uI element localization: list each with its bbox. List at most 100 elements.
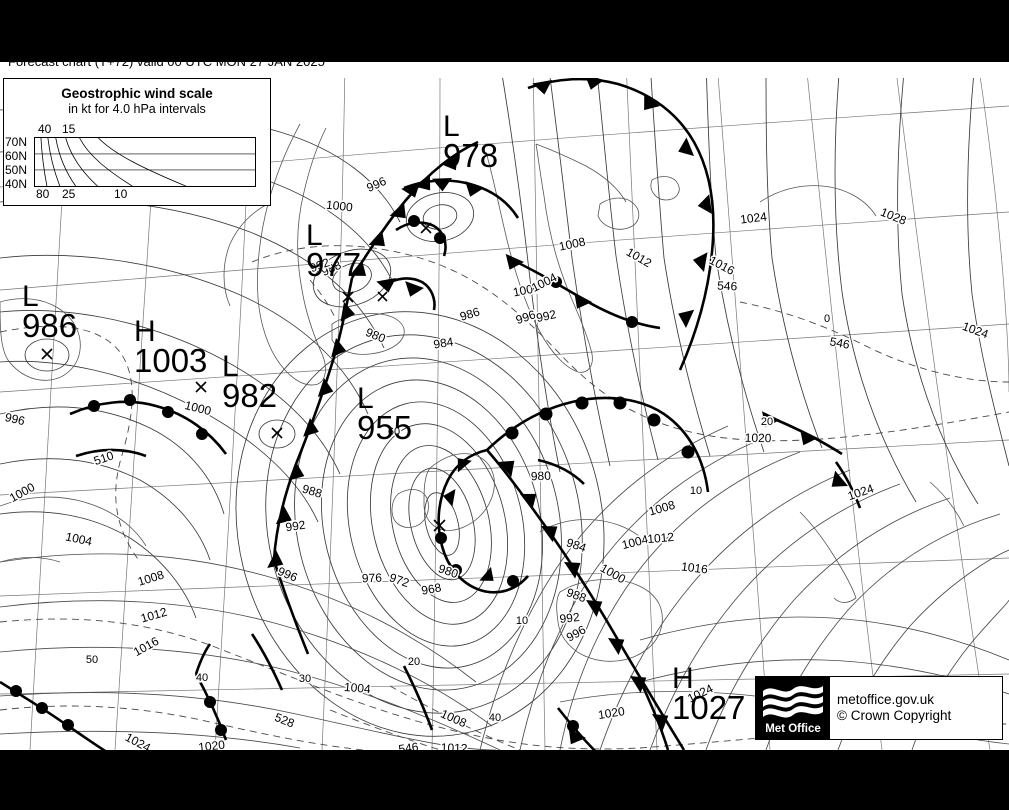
thickness-label-halo: 546: [717, 278, 738, 293]
thickness-label-halo: 546: [398, 740, 420, 750]
latitude-label-halo: 10: [690, 485, 702, 497]
isobar-label-992: 992: [285, 518, 307, 535]
latitude-label-0: 0: [824, 313, 830, 325]
pressure-centre-value: 955: [357, 408, 413, 446]
isobar-label-halo: 976: [362, 571, 383, 586]
pressure-centre-h-1003: H 1003: [134, 315, 208, 379]
met-office-website[interactable]: metoffice.gov.uk: [837, 692, 935, 708]
deep-low-955-isobars: [235, 311, 605, 737]
isobar-label-986: 986: [458, 304, 482, 323]
isobar-label-1012: 1012: [647, 530, 675, 546]
latitude-label-10: 10: [516, 615, 528, 627]
thickness-label-510: 510: [92, 448, 116, 468]
met-office-wordmark: Met Office: [765, 723, 821, 735]
pressure-centre-l-977: L 977: [306, 219, 362, 283]
isobar-label-halo: 1020: [745, 431, 772, 445]
latitude-label-halo: 0: [824, 313, 830, 325]
isobar-label-1004: 1004: [64, 529, 93, 548]
isobar-label-988: 988: [301, 482, 325, 501]
trough-lines: [75, 448, 670, 750]
latitude-label-halo: 10: [516, 615, 528, 627]
thickness-label-546: 546: [717, 278, 738, 293]
pressure-centre-type: L: [222, 350, 239, 383]
isobar-label-984: 984: [565, 535, 589, 555]
pressure-centre-value: 986: [22, 306, 78, 344]
isobar-label-1012: 1012: [441, 741, 468, 750]
wind-scale-bottom-labels: 80 25 10: [4, 187, 270, 202]
latitude-label-60: 60: [388, 426, 400, 438]
wind-scale-bottom-label-10: 10: [114, 187, 128, 201]
isobar-label-1000: 1000: [183, 398, 213, 418]
thickness-label-546: 546: [829, 334, 852, 352]
latitude-label-halo: 20: [761, 416, 773, 428]
fronts-low-978: [376, 178, 520, 311]
isobar-label-1020: 1020: [597, 704, 626, 722]
wind-scale-bottom-label-80: 80: [36, 187, 50, 201]
latitude-label-halo: 20: [408, 656, 420, 668]
isobar-label-968: 968: [420, 580, 442, 597]
warm-front-labrador: [69, 394, 228, 455]
isobar-label-halo: 980: [531, 469, 552, 484]
latitude-label-halo: 30: [299, 673, 311, 685]
wind-scale-lat-60n: 60N: [5, 149, 28, 163]
pressure-centre-value: 1003: [134, 341, 208, 379]
isobar-label-halo: 1020: [597, 704, 626, 722]
latitude-label-20: 20: [408, 656, 420, 668]
isobar-label-996: 996: [514, 307, 538, 327]
pressure-centre-value: 977: [306, 245, 362, 283]
isobar-label-halo: 1000: [512, 281, 541, 300]
thickness-label-halo: 546: [829, 334, 852, 352]
isobar-label-halo: 1020: [198, 738, 226, 750]
fronts: [0, 74, 862, 750]
isobar-label-halo: 968: [420, 580, 442, 597]
badge-text-block: metoffice.gov.uk © Crown Copyright: [830, 677, 1002, 739]
isobar-label-996: 996: [4, 410, 27, 428]
warm-front-north-sea: [486, 396, 710, 493]
wind-scale-top-label-40: 40: [38, 122, 52, 136]
isobar-label-halo: 992: [308, 255, 332, 275]
pressure-centre-l-986: L 986: [22, 282, 78, 344]
pressure-centre-type: H: [672, 662, 694, 695]
pressure-centre-type: L: [306, 219, 323, 252]
wind-scale-lat-70n: 70N: [5, 135, 28, 149]
isobar-label-halo: 992: [535, 307, 558, 325]
pressure-centre-value: 1027: [672, 688, 746, 726]
isobar-label-1004: 1004: [620, 532, 650, 552]
isobar-label-halo: 1000: [325, 198, 353, 215]
crown-copyright: © Crown Copyright: [837, 708, 952, 723]
latitude-label-10: 10: [690, 485, 702, 497]
isobar-label-992: 992: [308, 255, 332, 275]
pressure-centre-type: L: [357, 382, 374, 415]
isobar-label-halo: 992: [285, 518, 307, 535]
pressure-centre-l-978: L 978: [443, 112, 499, 174]
latitude-label-50: 50: [86, 654, 98, 666]
isobar-label-1000: 1000: [512, 281, 541, 300]
pressure-centre-type: H: [134, 315, 156, 348]
latitude-label-halo: 40: [196, 672, 208, 684]
pressure-centre-l-982: L 982: [222, 350, 278, 414]
isobar-label-1020: 1020: [745, 431, 772, 445]
isobar-label-halo: 1012: [647, 530, 675, 546]
isobar-label-halo: 996: [4, 410, 27, 428]
isobar-label-980: 980: [531, 469, 552, 484]
isobar-label-1016: 1016: [680, 559, 709, 576]
isobar-label-halo: 992: [559, 610, 581, 626]
warm-front-sw-atlantic-2: [194, 673, 228, 741]
wind-scale-top-labels: 40 15: [4, 122, 270, 137]
pressure-centre-value: 978: [443, 136, 499, 174]
geostrophic-wind-scale-legend: Geostrophic wind scale in kt for 4.0 hPa…: [3, 78, 271, 206]
wind-scale-bottom-label-25: 25: [62, 187, 76, 201]
chart-title-bar: Forecast chart (T+72) valid 00 UTC MON 2…: [0, 62, 1009, 78]
isobar-label-976: 976: [362, 571, 383, 586]
cold-front-atlantic-977: [267, 277, 356, 568]
isobar-label-988: 988: [565, 585, 589, 605]
cold-front-norwegian-sea: [349, 140, 479, 279]
isobar-label-1004: 1004: [343, 680, 371, 696]
isobar-label-980: 980: [437, 561, 461, 581]
pressure-centre-value: 982: [222, 376, 278, 414]
low-centre-markers: [41, 222, 446, 532]
pressure-centre-l-955: L 955: [357, 382, 413, 446]
latitude-label-30: 30: [299, 673, 311, 685]
